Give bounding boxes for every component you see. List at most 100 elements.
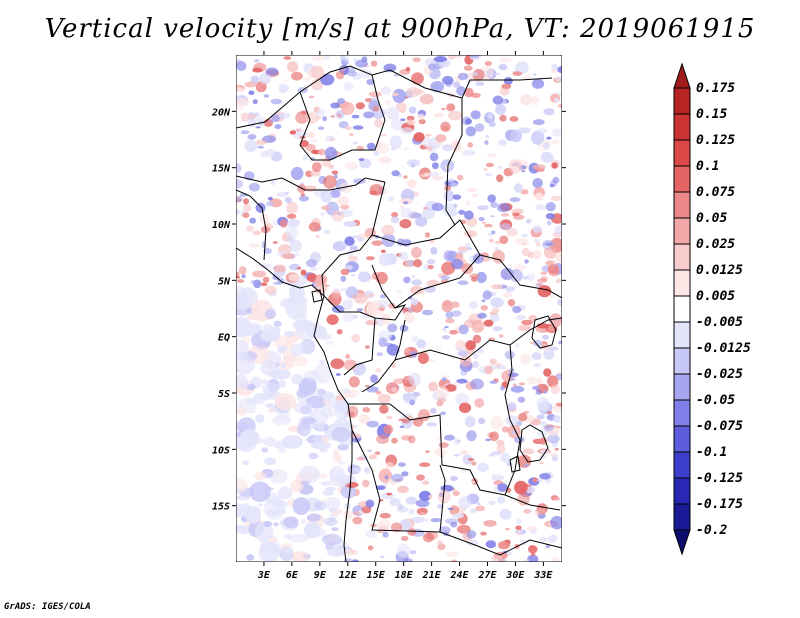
field-cell	[285, 225, 299, 239]
field-cell	[381, 224, 395, 236]
field-cell	[391, 473, 404, 483]
field-cell	[534, 192, 544, 201]
field-cell	[550, 515, 562, 530]
field-cell	[543, 368, 552, 377]
field-cell	[532, 164, 546, 170]
colorbar-segment	[673, 529, 691, 556]
lon-tick-label: 12E	[339, 570, 358, 581]
field-cell	[366, 142, 376, 150]
field-cell	[533, 239, 540, 243]
field-cell	[422, 518, 429, 522]
field-cell	[324, 517, 338, 526]
field-cell	[342, 313, 355, 323]
field-cell	[376, 434, 389, 444]
field-cell	[520, 94, 532, 106]
field-cell	[303, 370, 322, 381]
field-cell	[352, 468, 361, 473]
field-cell	[452, 81, 461, 88]
field-cell	[297, 313, 308, 320]
field-cell	[345, 161, 359, 170]
field-cell	[310, 65, 324, 80]
field-cell	[247, 383, 256, 391]
field-cell	[273, 320, 282, 327]
field-cell	[324, 146, 338, 160]
field-cell	[264, 457, 277, 466]
field-cell	[474, 123, 485, 132]
field-cell	[500, 385, 505, 391]
field-cell	[545, 213, 555, 220]
field-cell	[339, 182, 353, 194]
field-cell	[325, 340, 334, 345]
field-cell	[236, 339, 249, 360]
field-cell	[450, 182, 459, 188]
field-cell	[295, 252, 300, 257]
field-cell	[446, 103, 456, 112]
field-cell	[392, 92, 399, 97]
colorbar-segment	[673, 139, 691, 167]
field-cell	[441, 107, 446, 111]
field-cell	[302, 76, 311, 82]
field-cell	[406, 259, 415, 267]
colorbar-segment	[673, 477, 691, 505]
lon-tick-label: 6E	[286, 570, 299, 581]
field-cell	[306, 273, 318, 283]
field-cell	[393, 378, 406, 384]
field-cell	[518, 382, 526, 386]
field-cell	[378, 252, 391, 267]
field-cell	[545, 202, 556, 212]
colorbar-label: -0.05	[696, 393, 735, 408]
field-cell	[521, 248, 531, 257]
field-cell	[492, 326, 503, 332]
field-cell	[411, 72, 424, 85]
field-cell	[386, 492, 393, 496]
field-cell	[390, 362, 397, 368]
field-cell	[283, 56, 292, 60]
field-cell	[465, 118, 472, 125]
field-cell	[270, 114, 280, 123]
field-cell	[390, 216, 400, 224]
field-cell	[444, 325, 449, 329]
field-cell	[395, 102, 408, 112]
field-cell	[373, 150, 380, 156]
field-cell	[396, 543, 410, 558]
field-cell	[257, 503, 263, 507]
field-cell	[261, 447, 269, 453]
field-cell	[445, 318, 455, 324]
field-cell	[375, 368, 382, 373]
field-cell	[516, 420, 523, 427]
field-cell	[465, 243, 471, 249]
field-cell	[350, 550, 356, 553]
field-cell	[418, 118, 426, 125]
field-cell	[444, 434, 455, 441]
field-cell	[265, 487, 274, 491]
field-cell	[311, 55, 326, 62]
field-cell	[528, 545, 538, 554]
field-cell	[490, 215, 495, 218]
field-cell	[488, 500, 496, 506]
colorbar-segment	[673, 269, 691, 297]
field-cell	[248, 90, 255, 96]
field-cell	[407, 435, 416, 444]
field-cell	[489, 431, 499, 442]
field-cell	[321, 205, 331, 211]
field-cell	[411, 516, 425, 524]
colorbar-segment	[673, 425, 691, 453]
field-cell	[247, 134, 257, 140]
field-cell	[447, 55, 458, 59]
field-cell	[338, 388, 343, 392]
field-cell	[501, 213, 510, 217]
field-cell	[278, 83, 288, 94]
field-cell	[465, 340, 477, 351]
field-cell	[273, 522, 280, 527]
lon-tick-label: 18E	[395, 570, 414, 581]
field-cell	[358, 271, 371, 283]
field-cell	[495, 240, 501, 244]
field-cell	[496, 440, 505, 446]
field-cell	[317, 148, 326, 156]
field-cell	[396, 290, 402, 293]
field-cell	[391, 386, 398, 393]
field-cell	[270, 407, 279, 412]
field-cell	[536, 397, 550, 412]
field-cell	[537, 278, 548, 283]
field-cell	[429, 152, 439, 162]
